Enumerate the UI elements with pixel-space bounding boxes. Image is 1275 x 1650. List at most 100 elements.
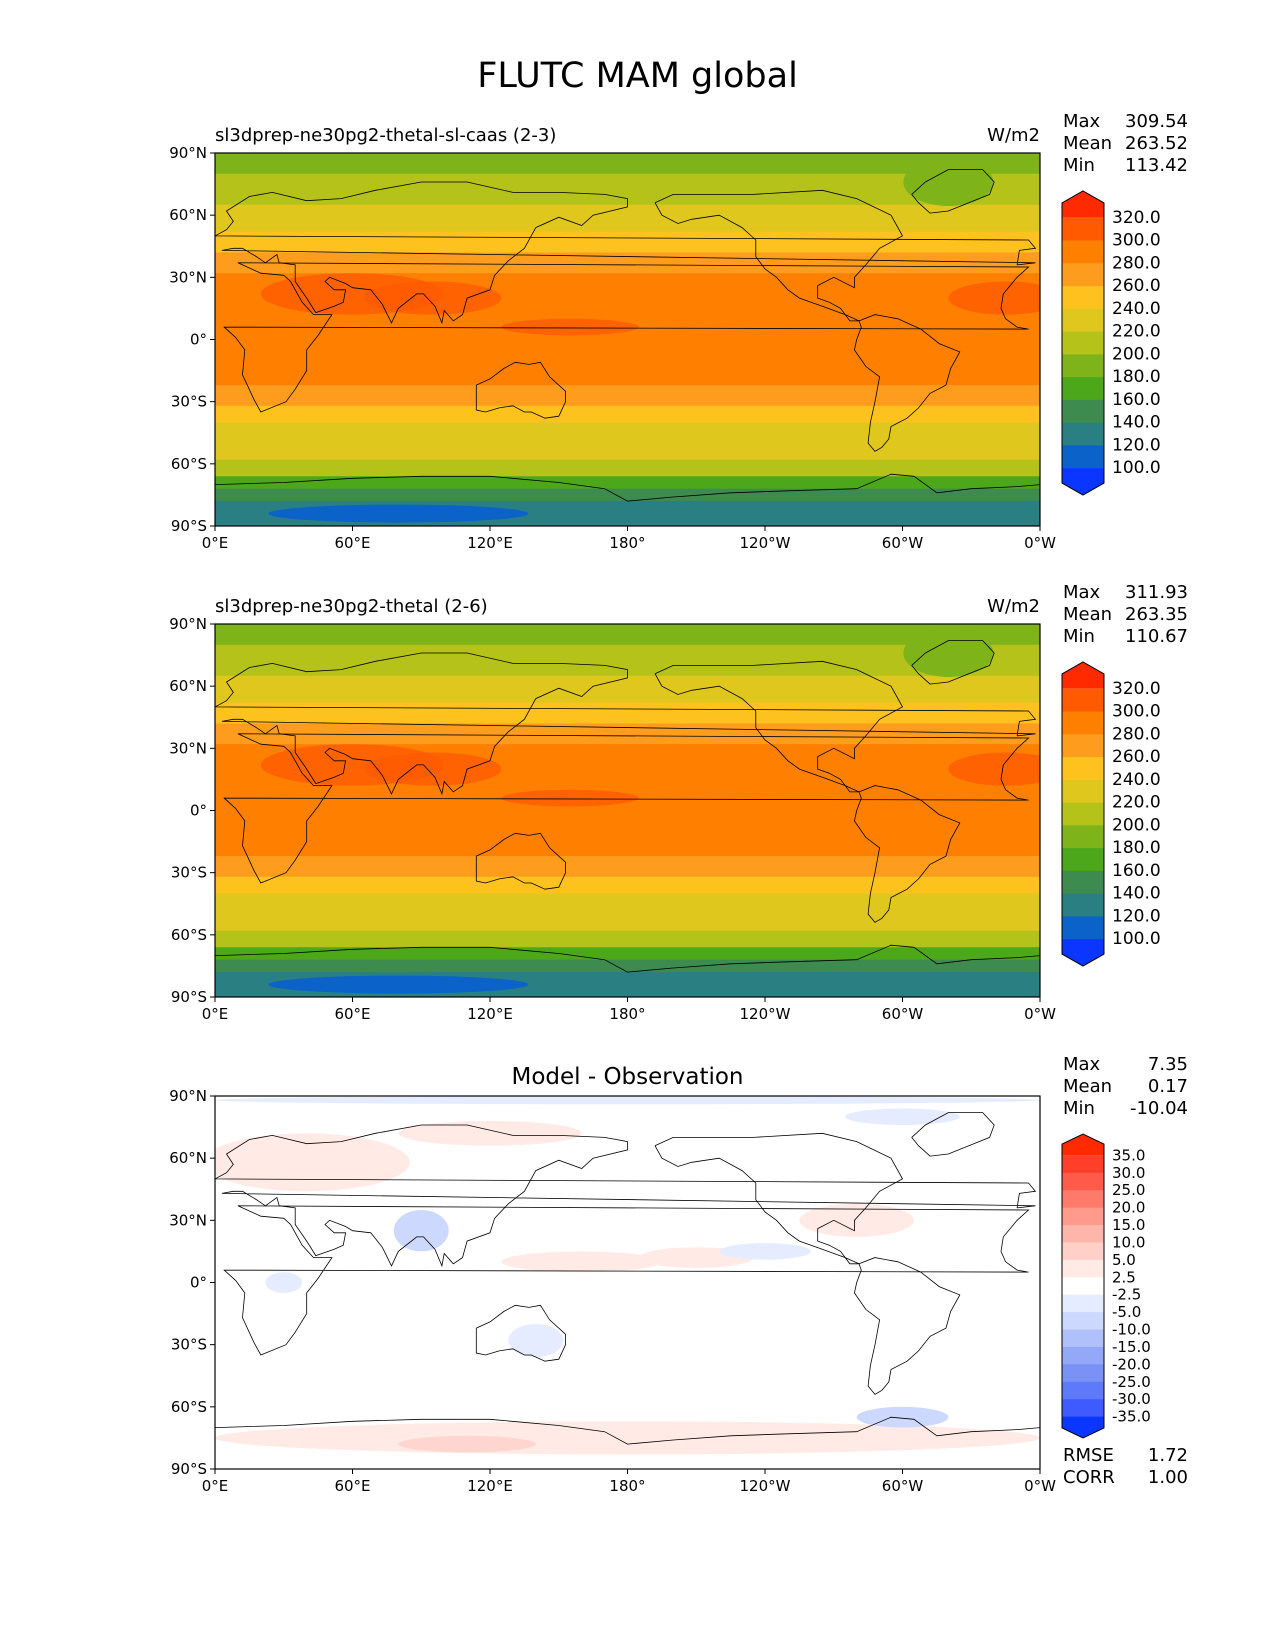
- field-band: [215, 876, 1040, 894]
- lat-tick-label: 90°S: [171, 1460, 207, 1478]
- colorbar-segment: [1062, 217, 1104, 242]
- colorbar-level-label: 180.0: [1112, 367, 1161, 387]
- lon-tick-label: 60°W: [882, 1477, 924, 1495]
- colorbar-segment: [1062, 1346, 1104, 1365]
- map-panel-1: 90°N 60°N 30°N 0° 30°S 60°S 90°S0°E 60°E 120°E 18…: [169, 111, 1188, 552]
- field-band: [215, 153, 1040, 175]
- colorbar-segment: [1062, 734, 1104, 758]
- coastline: [853, 785, 961, 923]
- coastline: [911, 169, 995, 214]
- field-band: [215, 385, 1040, 407]
- field-band: [215, 459, 1040, 477]
- field-band: [215, 488, 1040, 502]
- field-patch: [215, 1096, 1040, 1105]
- colorbar-level-label: 25.0: [1112, 1181, 1145, 1199]
- field-patch: [948, 281, 1040, 315]
- colorbar-level-label: 200.0: [1112, 344, 1161, 364]
- panel-left-title: sl3dprep-ne30pg2-thetal-sl-caas (2-3): [215, 125, 556, 146]
- map-field: [215, 153, 1040, 526]
- lon-tick-label: 0°E: [202, 534, 229, 552]
- colorbar-segment: [1062, 1312, 1104, 1331]
- field-band: [215, 959, 1040, 973]
- field-patch: [903, 158, 994, 207]
- stat-label: Mean: [1063, 133, 1112, 154]
- field-band: [215, 624, 1040, 646]
- figure-title: FLUTC MAM global: [477, 56, 798, 96]
- lon-tick-label: 120°E: [467, 1477, 513, 1495]
- field-patch: [215, 1133, 410, 1192]
- colorbar-segment: [1062, 1294, 1104, 1313]
- lon-tick-label: 60°E: [334, 534, 370, 552]
- colorbar-segment: [1062, 1172, 1104, 1191]
- colorbar-level-label: 15.0: [1112, 1216, 1145, 1234]
- lat-tick-label: 0°: [190, 1274, 207, 1292]
- colorbar-level-label: 160.0: [1112, 861, 1161, 881]
- field-patch: [393, 1209, 449, 1252]
- colorbar-segment: [1062, 1190, 1104, 1209]
- colorbar-level-label: -2.5: [1112, 1286, 1141, 1304]
- lat-tick-label: 90°S: [171, 988, 207, 1006]
- stat-label: Mean: [1063, 604, 1112, 625]
- stat-value: -10.04: [1130, 1098, 1188, 1119]
- colorbar-segment: [1062, 939, 1104, 966]
- lat-tick-label: 30°N: [169, 739, 207, 757]
- colorbar-level-label: 120.0: [1112, 435, 1161, 455]
- lon-tick-label: 0°E: [202, 1477, 229, 1495]
- colorbar-level-label: 20.0: [1112, 1199, 1145, 1217]
- colorbar-segment: [1062, 468, 1104, 495]
- colorbar-segment: [1062, 662, 1104, 689]
- colorbar-segment: [1062, 399, 1104, 424]
- field-patch: [398, 1120, 582, 1146]
- lon-tick-label: 120°E: [467, 534, 513, 552]
- field-band: [215, 835, 1040, 857]
- field-band: [215, 893, 1040, 932]
- field-patch: [856, 1406, 949, 1428]
- stat-label: Min: [1063, 1098, 1095, 1119]
- colorbar-segment: [1062, 191, 1104, 218]
- stat-value: 110.67: [1125, 626, 1188, 647]
- panel-units: W/m2: [987, 596, 1040, 617]
- lon-tick-label: 180°: [609, 534, 645, 552]
- colorbar-segment: [1062, 916, 1104, 940]
- lat-tick-label: 0°: [190, 331, 207, 349]
- colorbar-segment: [1062, 1381, 1104, 1400]
- colorbar-level-label: 280.0: [1112, 253, 1161, 273]
- colorbar-segment: [1062, 286, 1104, 310]
- panel-center-title: Model - Observation: [511, 1064, 743, 1090]
- colorbar-outline: [1061, 190, 1105, 496]
- field-band: [215, 723, 1040, 745]
- colorbar-segment: [1062, 1207, 1104, 1226]
- lon-tick-label: 120°W: [740, 1005, 791, 1023]
- stat-value: 309.54: [1125, 111, 1188, 132]
- field-band: [215, 856, 1040, 878]
- colorbar-segment: [1062, 779, 1104, 804]
- colorbar-segment: [1062, 240, 1104, 264]
- colorbar-segment: [1062, 893, 1104, 917]
- colorbar-level-label: 180.0: [1112, 838, 1161, 858]
- coastline: [475, 832, 566, 890]
- field-patch: [265, 1272, 303, 1293]
- colorbar-segment: [1062, 1225, 1104, 1243]
- colorbar-level-label: 35.0: [1112, 1146, 1145, 1164]
- colorbar-segment: [1062, 308, 1104, 333]
- field-patch: [799, 1203, 914, 1237]
- colorbar-level-label: 300.0: [1112, 702, 1161, 722]
- metric-label: CORR: [1063, 1467, 1115, 1488]
- colorbar-segment: [1062, 1399, 1104, 1418]
- panel-units: W/m2: [987, 125, 1040, 146]
- coastline: [911, 640, 995, 685]
- field-patch: [903, 629, 994, 678]
- lon-tick-label: 60°E: [334, 1005, 370, 1023]
- colorbar-level-label: -15.0: [1112, 1338, 1151, 1356]
- lon-tick-label: 0°W: [1024, 1477, 1056, 1495]
- colorbar-segment: [1062, 1277, 1104, 1296]
- colorbar-level-label: 100.0: [1112, 458, 1161, 478]
- colorbar-level-label: 160.0: [1112, 390, 1161, 410]
- lat-tick-label: 0°: [190, 802, 207, 820]
- colorbar-level-label: 240.0: [1112, 770, 1161, 790]
- stat-label: Min: [1063, 626, 1095, 647]
- field-patch: [845, 1108, 960, 1126]
- colorbar-level-label: -20.0: [1112, 1355, 1151, 1373]
- colorbar-level-label: -25.0: [1112, 1373, 1151, 1391]
- coastline: [654, 1132, 904, 1265]
